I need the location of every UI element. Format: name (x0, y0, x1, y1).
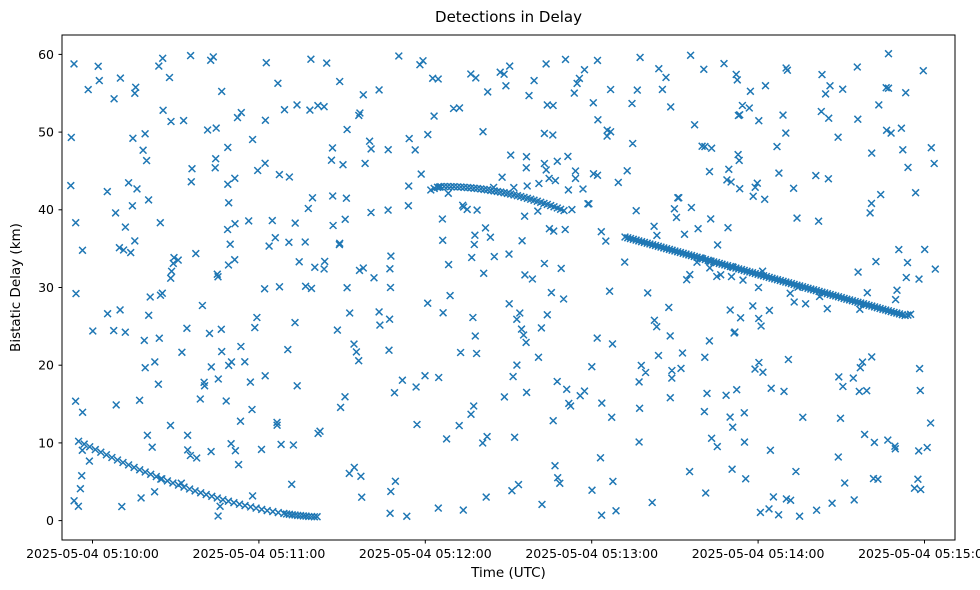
y-tick-label: 20 (38, 358, 54, 373)
scatter-series-clutter-detections (66, 49, 940, 521)
x-tick-label: 2025-05-04 05:15:00 (858, 546, 980, 561)
y-tick-label: 60 (38, 47, 54, 62)
scatter-series-target-track-36-to-26km (621, 233, 915, 320)
x-tick-label: 2025-05-04 05:12:00 (359, 546, 492, 561)
x-tick-label: 2025-05-04 05:10:00 (26, 546, 159, 561)
x-axis-label: Time (UTC) (470, 565, 546, 581)
y-tick-label: 0 (46, 513, 54, 528)
x-tick-label: 2025-05-04 05:13:00 (525, 546, 658, 561)
scatter-series-target-track-descending-to-zero (74, 437, 322, 521)
y-tick-label: 10 (38, 435, 54, 450)
y-tick-label: 30 (38, 280, 54, 295)
x-tick-label: 2025-05-04 05:11:00 (193, 546, 326, 561)
chart-title: Detections in Delay (435, 8, 582, 26)
y-tick-label: 40 (38, 202, 54, 217)
y-tick-label: 50 (38, 125, 54, 140)
x-tick-label: 2025-05-04 05:14:00 (692, 546, 825, 561)
y-axis-label: Bistatic Delay (km) (8, 223, 24, 352)
